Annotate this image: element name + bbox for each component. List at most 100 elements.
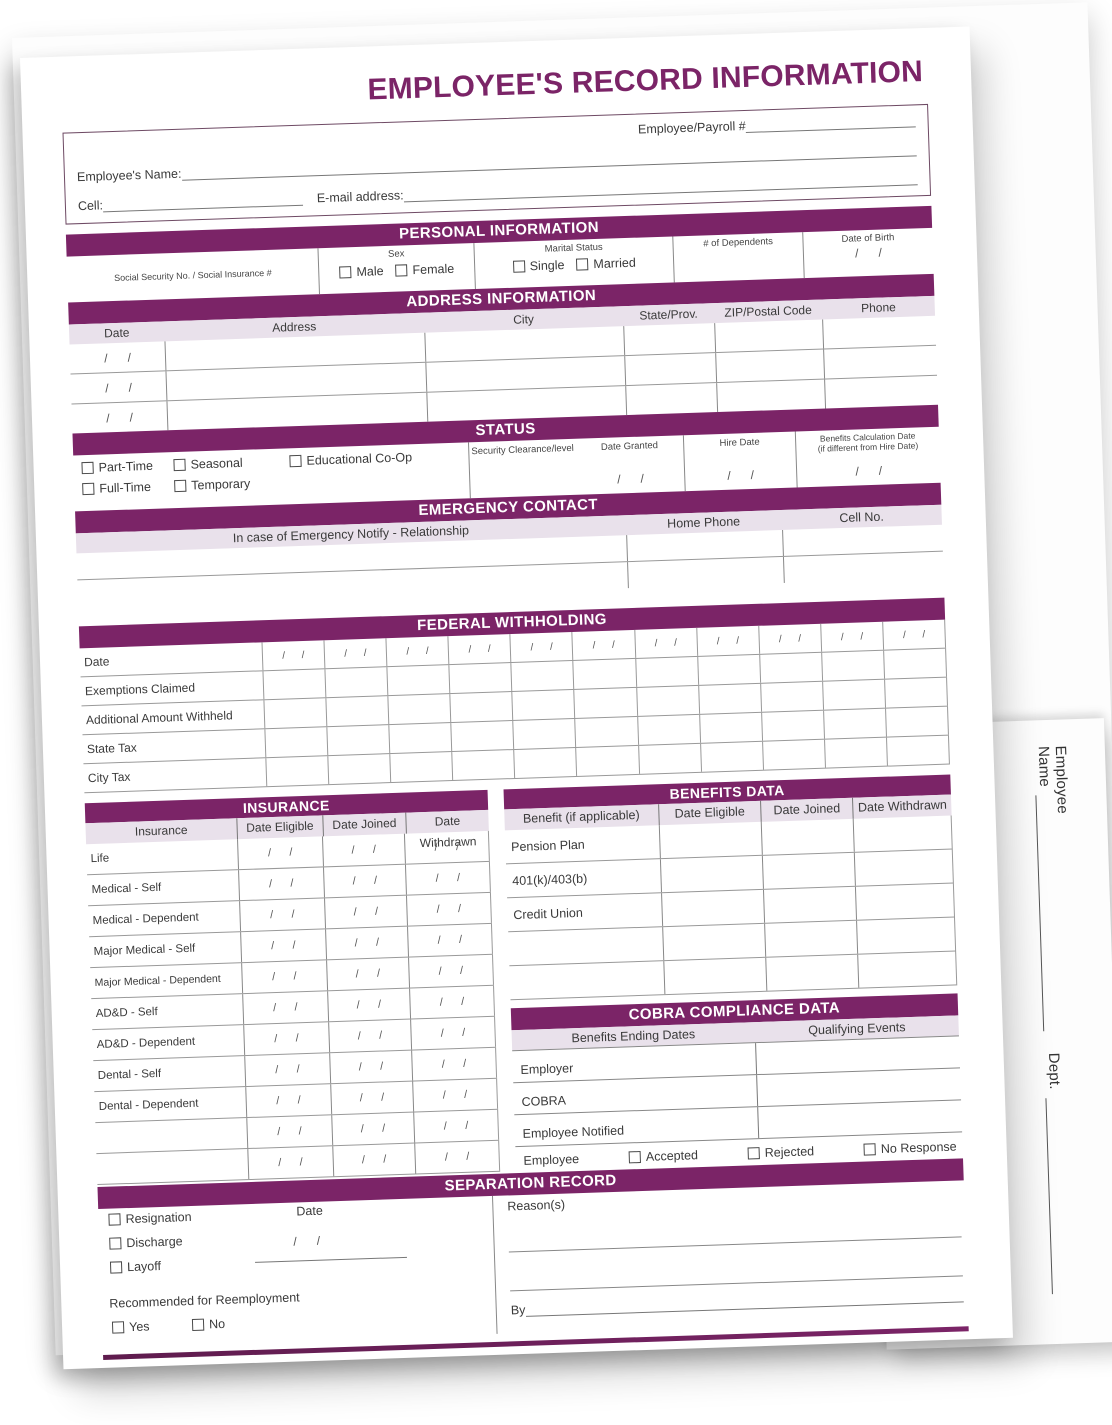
checkbox-icon[interactable] [108,1213,121,1226]
reasons-line[interactable] [508,1236,962,1253]
checkbox-icon[interactable] [191,1318,205,1331]
fw-cell[interactable] [448,663,512,694]
checkbox-icon[interactable] [111,1321,125,1334]
zip-cell[interactable] [716,379,826,413]
fw-date-cell[interactable]: / / [820,621,884,652]
by-line[interactable] [525,1288,964,1317]
date-joined-cell[interactable] [764,954,859,991]
fw-cell[interactable] [263,698,327,729]
fw-cell[interactable] [327,754,391,785]
checkbox-icon[interactable] [109,1261,123,1274]
fw-cell[interactable] [636,714,700,745]
fw-cell[interactable] [262,669,326,700]
date-eligible-cell[interactable]: / / [244,1053,330,1087]
cell-line[interactable] [102,191,304,213]
fw-cell[interactable] [449,692,513,723]
date-joined-cell[interactable]: / / [327,1019,412,1053]
checkbox-layoff[interactable]: Layoff [109,1259,161,1275]
date-withdrawn-cell[interactable]: / / [408,954,494,988]
date-joined-cell[interactable]: / / [321,833,406,867]
fw-cell[interactable] [388,723,452,754]
date-withdrawn-cell[interactable]: / / [405,861,491,895]
tab-name-line[interactable] [1035,794,1057,1032]
address-date-cell[interactable]: / / [70,341,166,373]
date-eligible-cell[interactable]: / / [245,1084,331,1118]
email-line[interactable] [403,171,918,203]
date-withdrawn-cell[interactable]: / / [404,830,490,864]
checkbox-icon[interactable] [512,260,525,273]
fw-cell[interactable] [821,650,885,681]
fw-cell[interactable] [883,648,948,679]
date-eligible-cell[interactable]: / / [239,898,325,932]
address-date-cell[interactable]: / / [71,371,167,403]
date-eligible-cell[interactable] [661,889,764,927]
checkbox-icon[interactable] [174,479,187,493]
separation-date-line[interactable] [255,1256,407,1263]
date-withdrawn-cell[interactable] [857,951,958,988]
date-joined-cell[interactable]: / / [325,957,410,991]
checkbox-icon[interactable] [863,1143,877,1156]
dob-field[interactable]: Date of Birth / / [802,227,934,279]
checkbox-accepted[interactable]: Accepted [628,1148,698,1164]
date-joined-cell[interactable]: / / [324,926,409,960]
checkbox-seasonal[interactable]: Seasonal [173,454,289,472]
address-date-cell[interactable]: / / [72,401,168,433]
zip-cell[interactable] [714,319,824,353]
fw-cell[interactable] [511,689,575,721]
date-withdrawn-cell[interactable] [856,917,957,954]
checkbox-icon[interactable] [747,1147,760,1160]
fw-date-cell[interactable]: / / [447,634,511,665]
date-joined-cell[interactable] [763,920,858,957]
date-withdrawn-cell[interactable]: / / [410,1016,496,1050]
fw-cell[interactable] [699,741,763,772]
date-eligible-cell[interactable]: / / [241,960,327,994]
fw-cell[interactable] [821,679,885,710]
checkbox-discharge[interactable]: Discharge [109,1234,183,1250]
fw-date-cell[interactable]: / / [633,627,697,658]
tab-dept-line[interactable] [1045,1097,1066,1294]
reasons-line[interactable] [510,1275,963,1292]
date-withdrawn-cell[interactable] [855,883,955,920]
checkbox-no-response[interactable]: No Response [863,1140,957,1157]
date-withdrawn-cell[interactable]: / / [409,985,495,1019]
security-clearance-field[interactable]: Security Clearance/level [469,439,578,499]
date-joined-cell[interactable]: / / [326,988,411,1022]
fw-cell[interactable] [573,687,637,718]
checkbox-part-time[interactable]: Part-Time [81,458,173,475]
fw-cell[interactable] [698,712,762,743]
date-granted-field[interactable]: Date Granted / / [576,435,685,495]
checkbox-female[interactable]: Female [395,262,454,278]
checkbox-icon[interactable] [173,458,186,472]
fw-cell[interactable] [885,706,950,737]
date-eligible-cell[interactable] [658,821,762,859]
home-phone-cell[interactable] [626,556,784,589]
checkbox-yes[interactable]: Yes [111,1319,150,1334]
date-withdrawn-cell[interactable]: / / [407,923,493,957]
date-joined-cell[interactable]: / / [322,864,407,898]
fw-date-cell[interactable]: / / [757,623,821,654]
fw-cell[interactable] [386,665,450,696]
fw-date-cell[interactable]: / / [571,629,635,661]
cell-no-cell[interactable] [782,551,944,583]
date-eligible-cell[interactable]: / / [246,1115,332,1149]
fw-cell[interactable] [761,739,825,770]
date-withdrawn-cell[interactable]: / / [413,1109,499,1143]
fw-date-cell[interactable]: / / [323,638,387,669]
fw-cell[interactable] [575,745,639,776]
date-joined-cell[interactable] [762,886,857,923]
checkbox-temporary[interactable]: Temporary [174,475,290,493]
date-eligible-cell[interactable] [663,957,766,995]
date-withdrawn-cell[interactable]: / / [414,1140,500,1174]
fw-cell[interactable] [823,737,887,768]
payroll-line[interactable] [745,113,916,133]
phone-cell[interactable] [823,345,938,379]
hire-date-field[interactable]: Hire Date / / [682,431,797,492]
date-joined-cell[interactable]: / / [331,1143,416,1177]
checkbox-icon[interactable] [339,266,352,279]
date-eligible-cell[interactable]: / / [242,991,328,1025]
date-joined-cell[interactable]: / / [330,1112,415,1146]
phone-cell[interactable] [822,315,937,349]
benefits-calc-date-field[interactable]: Benefits Calculation Date (if different … [795,426,941,488]
fw-cell[interactable] [325,696,389,727]
date-joined-cell[interactable]: / / [328,1050,413,1084]
